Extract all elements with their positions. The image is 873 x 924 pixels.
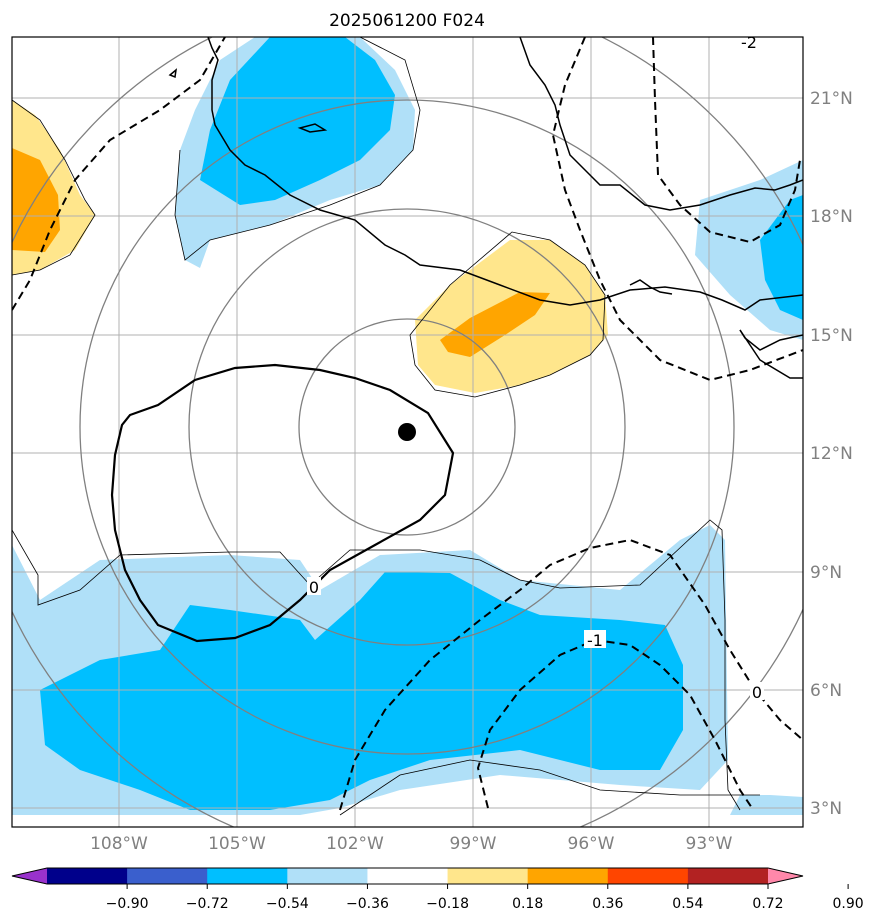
colorbar-cell	[207, 868, 288, 884]
colorbar: −0.90 −0.72 −0.54 −0.36 −0.18 0.18 0.36 0.54 0.7…	[11, 867, 864, 912]
contour-label-zero-solid: 0	[307, 577, 321, 597]
contour-label-minus-one: -1	[584, 630, 606, 650]
lon-label: 105°W	[208, 834, 266, 854]
lat-label: 6°N	[810, 681, 842, 701]
colorbar-tick-label: −0.36	[346, 896, 389, 912]
colorbar-cell	[527, 868, 609, 884]
longitude-labels: 108°W 105°W 102°W 99°W 96°W 93°W	[90, 834, 733, 854]
lat-label: 12°N	[810, 444, 853, 464]
range-rings	[12, 37, 803, 827]
latitude-labels: 21°N 18°N 15°N 12°N 9°N 6°N 3°N	[810, 89, 853, 819]
colorbar-cell	[367, 868, 449, 884]
colorbar-tick-label: 0.72	[752, 896, 783, 912]
svg-text:0: 0	[309, 578, 319, 597]
coastline	[168, 37, 803, 379]
map-frame	[11, 36, 804, 828]
storm-center-marker	[398, 423, 416, 441]
gridlines	[12, 37, 803, 827]
colorbar-tick-label: 0.54	[672, 896, 703, 912]
colorbar-tick-label: 0.36	[592, 896, 623, 912]
colorbar-extend-low	[12, 868, 47, 884]
lon-label: 99°W	[450, 834, 497, 854]
lon-label: 102°W	[326, 834, 384, 854]
thin-contours	[12, 37, 760, 816]
blue-shading	[40, 37, 803, 810]
map-title: 2025061200 F024	[329, 11, 485, 31]
orange-shading	[12, 148, 550, 357]
colorbar-tick-label: 0.18	[512, 896, 543, 912]
lat-label: 21°N	[810, 89, 853, 109]
colorbar-cell	[447, 868, 529, 884]
colorbar-cell	[47, 868, 128, 884]
colorbar-tick-label: −0.54	[266, 896, 309, 912]
lat-label: 18°N	[810, 207, 853, 227]
colorbar-cell	[607, 868, 689, 884]
lat-label: 9°N	[810, 563, 842, 583]
contour-label-minus-two: -2	[737, 33, 761, 52]
lat-label: 15°N	[810, 326, 853, 346]
colorbar-cell	[687, 868, 769, 884]
colorbar-tick-label: 0.90	[833, 896, 864, 912]
zero-contour-solid	[110, 363, 455, 643]
svg-text:-1: -1	[587, 631, 603, 650]
map-area: 0 0 -1 -2	[12, 33, 803, 827]
colorbar-tick-label: −0.90	[106, 896, 149, 912]
svg-text:-2: -2	[741, 33, 757, 52]
dashed-contours	[12, 37, 803, 811]
contour-label-zero-dashed: 0	[750, 682, 764, 702]
lon-label: 93°W	[686, 834, 733, 854]
lon-label: 108°W	[90, 834, 148, 854]
colorbar-extend-high	[768, 868, 803, 884]
colorbar-tick-label: −0.18	[426, 896, 469, 912]
lat-label: 3°N	[810, 799, 842, 819]
colorbar-cell	[127, 868, 208, 884]
svg-text:0: 0	[752, 683, 762, 702]
colorbar-tick-label: −0.72	[186, 896, 229, 912]
lon-label: 96°W	[568, 834, 615, 854]
colorbar-cell	[287, 868, 368, 884]
